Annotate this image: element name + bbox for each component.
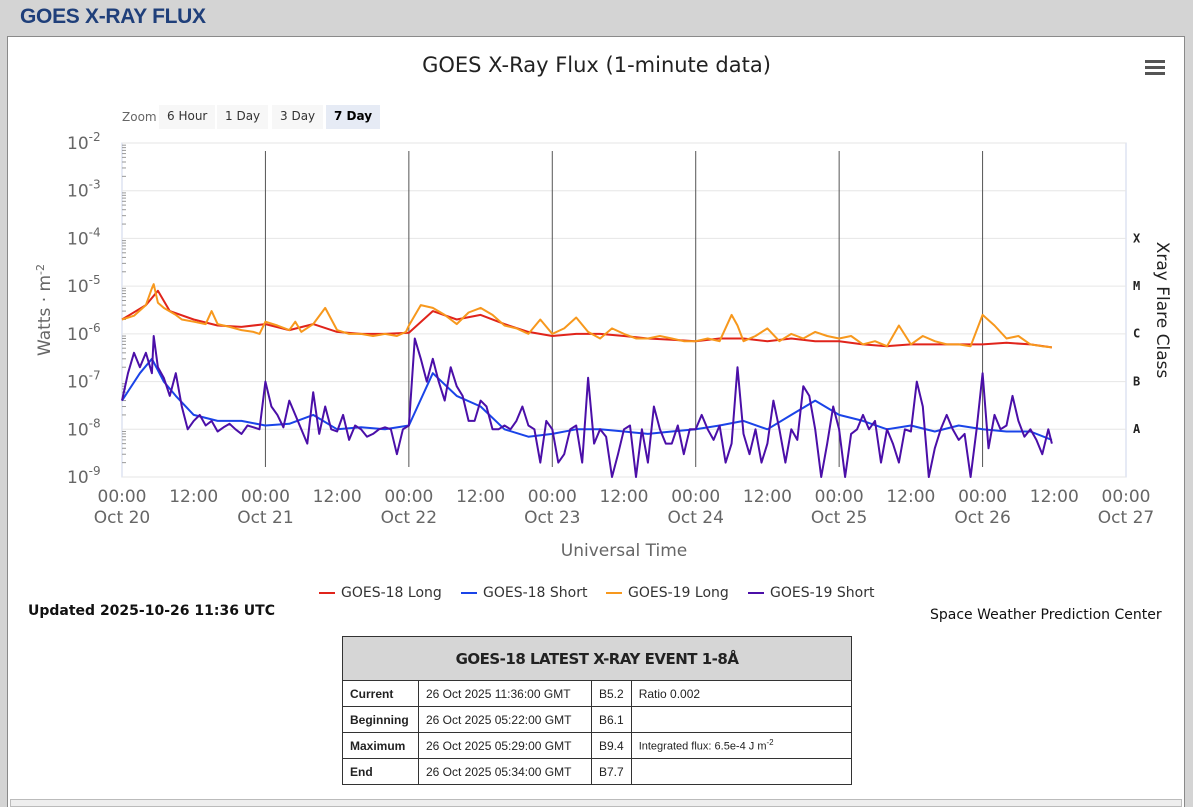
row-label: Beginning (342, 706, 419, 733)
y-axis-title: Watts · m-2 (34, 264, 55, 356)
zoom-label: Zoom (122, 110, 157, 124)
x-tick-date-label: Oct 25 (811, 508, 867, 528)
table-row: End 26 Oct 2025 05:34:00 GMT B7.7 (342, 758, 853, 785)
x-tick-time-label: 12:00 (600, 487, 649, 507)
row-label: Maximum (342, 732, 419, 759)
legend-swatch (319, 592, 335, 594)
x-tick-date-label: Oct 21 (237, 508, 293, 528)
flare-class-label: C (1133, 327, 1140, 341)
x-tick-time-label: 12:00 (456, 487, 505, 507)
x-tick-time-label: 12:00 (1030, 487, 1079, 507)
legend-item-goes-18-long[interactable]: GOES-18 Long (319, 585, 442, 601)
y-tick-label: 10-7 (67, 369, 101, 393)
table-row: Current 26 Oct 2025 11:36:00 GMT B5.2 Ra… (342, 680, 853, 707)
plot-border (121, 142, 1127, 478)
chart-grid (121, 142, 1127, 478)
credit-text: Space Weather Prediction Center (930, 607, 1162, 623)
legend-item-goes-19-long[interactable]: GOES-19 Long (606, 585, 729, 601)
y-tick-label: 10-8 (67, 416, 101, 440)
legend-label: GOES-18 Long (341, 585, 442, 601)
row-label: Current (342, 680, 419, 707)
x-tick-time-label: 00:00 (528, 487, 577, 507)
row-time: 26 Oct 2025 05:22:00 GMT (418, 706, 592, 733)
series-line-goes-19-short (121, 335, 1053, 478)
x-tick-time-label: 00:00 (958, 487, 1007, 507)
row-extra (630, 758, 853, 785)
flare-class-label: M (1133, 279, 1140, 293)
x-axis-title: Universal Time (561, 541, 687, 561)
y-axis-tick-labels: 10-2 10-3 10-4 10-5 10-6 10-7 10-8 10-9 (67, 130, 101, 488)
x-tick-time-label: 12:00 (886, 487, 935, 507)
y-tick-label: 10-4 (67, 225, 101, 249)
event-table-title: GOES-18 LATEST X-RAY EVENT 1-8Å (342, 636, 852, 681)
flare-class-label: A (1133, 422, 1141, 436)
row-time: 26 Oct 2025 05:29:00 GMT (418, 732, 592, 759)
x-tick-time-label: 00:00 (671, 487, 720, 507)
zoom-1-day-button[interactable]: 1 Day (217, 105, 269, 129)
integrated-flux-text: Integrated flux: 6.5e-4 J m (638, 740, 767, 753)
legend-swatch (461, 592, 477, 594)
y-tick-label: 10-3 (67, 178, 101, 202)
row-class: B9.4 (591, 732, 632, 759)
x-tick-time-label: 00:00 (98, 487, 147, 507)
zoom-6-hour-button[interactable]: 6 Hour (159, 105, 216, 129)
y2-axis-title: Xray Flare Class (1152, 242, 1172, 379)
legend-label: GOES-19 Short (770, 585, 875, 601)
legend-label: GOES-19 Long (628, 585, 729, 601)
updated-timestamp: Updated 2025-10-26 11:36 UTC (28, 603, 275, 619)
row-extra: Ratio 0.002 (630, 680, 853, 707)
row-extra (630, 706, 853, 733)
x-tick-date-label: Oct 22 (381, 508, 437, 528)
x-tick-date-label: Oct 20 (94, 508, 150, 528)
page-title: GOES X-RAY FLUX (20, 5, 206, 28)
x-tick-time-label: 00:00 (1102, 487, 1151, 507)
legend-swatch (606, 592, 622, 594)
x-tick-time-label: 12:00 (743, 487, 792, 507)
flare-class-label: B (1133, 374, 1140, 388)
table-row: Maximum 26 Oct 2025 05:29:00 GMT B9.4 In… (342, 732, 853, 759)
bottom-scroll-bar[interactable] (10, 799, 1182, 807)
zoom-3-day-button[interactable]: 3 Day (272, 105, 324, 129)
table-row: Beginning 26 Oct 2025 05:22:00 GMT B6.1 (342, 706, 853, 733)
row-time: 26 Oct 2025 05:34:00 GMT (418, 758, 592, 785)
chart-title: GOES X-Ray Flux (1-minute data) (422, 53, 771, 77)
series-line-goes-18-long (121, 289, 1053, 349)
row-label: End (342, 758, 419, 785)
row-extra: Integrated flux: 6.5e-4 J m-2 (630, 732, 853, 759)
x-tick-time-label: 00:00 (384, 487, 433, 507)
y-tick-label: 10-5 (67, 273, 101, 297)
zoom-7-day-button[interactable]: 7 Day (326, 105, 381, 129)
row-time: 26 Oct 2025 11:36:00 GMT (418, 680, 592, 707)
x-tick-time-label: 00:00 (815, 487, 864, 507)
row-class: B5.2 (591, 680, 632, 707)
row-class: B7.7 (591, 758, 632, 785)
xray-event-table: GOES-18 LATEST X-RAY EVENT 1-8Å Current … (342, 636, 853, 785)
hamburger-menu-icon[interactable] (1145, 60, 1165, 78)
xray-flux-chart: 10-210-310-410-510-610-710-810-9 00:00Oc… (34, 130, 1172, 561)
x-tick-date-label: Oct 24 (667, 508, 723, 528)
x-tick-time-label: 12:00 (313, 487, 362, 507)
flare-class-labels: X M C B A (1133, 231, 1141, 436)
x-tick-time-label: 12:00 (169, 487, 218, 507)
legend-swatch (748, 592, 764, 594)
legend-label: GOES-18 Short (483, 585, 588, 601)
row-class: B6.1 (591, 706, 632, 733)
y-tick-label: 10-2 (67, 130, 101, 154)
x-tick-date-label: Oct 23 (524, 508, 580, 528)
series-line-goes-19-long (121, 283, 1053, 349)
integrated-flux-exponent: -2 (766, 738, 774, 748)
x-tick-date-label: Oct 26 (954, 508, 1010, 528)
y-tick-label: 10-9 (67, 464, 101, 488)
flare-class-label: X (1133, 231, 1141, 245)
page-header: GOES X-RAY FLUX (0, 0, 1193, 36)
x-tick-date-label: Oct 27 (1098, 508, 1154, 528)
chart-series (121, 283, 1053, 478)
y-tick-label: 10-6 (67, 321, 101, 345)
legend-item-goes-18-short[interactable]: GOES-18 Short (461, 585, 588, 601)
legend-item-goes-19-short[interactable]: GOES-19 Short (748, 585, 875, 601)
series-line-goes-18-short (121, 357, 1053, 441)
x-tick-time-label: 00:00 (241, 487, 290, 507)
